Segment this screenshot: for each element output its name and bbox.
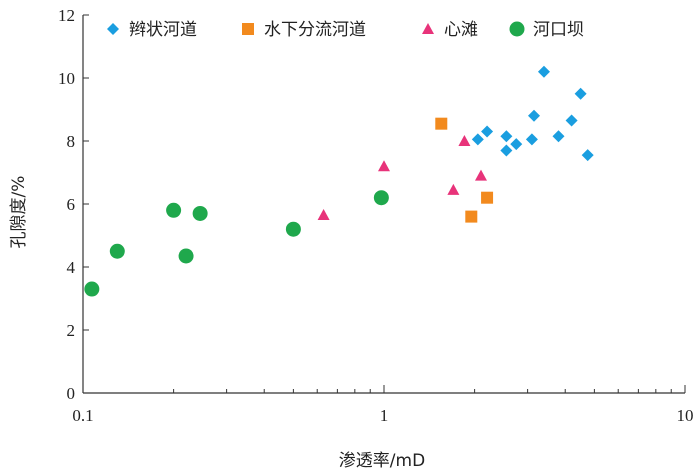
y-tick-label: 2 [67, 321, 76, 340]
x-tick-label: 10 [677, 406, 694, 425]
data-point-circle [373, 190, 389, 206]
data-point-triangle [447, 183, 460, 195]
data-point-diamond [574, 87, 587, 100]
data-point-triangle [378, 160, 390, 172]
data-points [84, 65, 594, 297]
legend-circle-marker [509, 21, 525, 37]
legend-label: 心滩 [444, 20, 478, 40]
data-point-diamond [500, 130, 513, 143]
data-point-diamond [581, 149, 594, 162]
data-point-diamond [481, 125, 494, 138]
y-tick-label: 12 [58, 6, 75, 25]
x-tick-label: 1 [380, 406, 389, 425]
data-point-diamond [525, 133, 538, 146]
data-point-diamond [527, 109, 540, 122]
data-point-triangle [458, 135, 471, 146]
data-point-circle [178, 248, 194, 264]
data-point-circle [192, 205, 208, 221]
data-point-diamond [500, 144, 513, 157]
legend-diamond-marker [107, 23, 119, 35]
data-point-triangle [317, 209, 330, 221]
y-tick-label: 10 [58, 69, 75, 88]
y-tick-label: 6 [67, 195, 76, 214]
data-point-square [465, 210, 478, 223]
data-point-diamond [552, 130, 565, 143]
legend-label: 水下分流河道 [264, 20, 366, 40]
data-point-square [435, 117, 448, 130]
x-tick-label: 0.1 [72, 406, 93, 425]
legend-label: 河口坝 [533, 20, 584, 40]
data-point-circle [84, 281, 100, 297]
data-point-diamond [510, 138, 523, 151]
legend-label: 辫状河道 [129, 20, 197, 40]
data-point-diamond [471, 133, 484, 146]
legend-square-marker [242, 23, 254, 35]
data-point-circle [109, 243, 125, 259]
y-axis-label: 孔隙度/% [9, 176, 29, 249]
data-point-circle [285, 221, 301, 237]
legend: 辫状河道 水下分流河道 心滩 河口坝 [107, 20, 584, 40]
data-point-diamond [537, 65, 550, 78]
data-point-square [481, 191, 494, 204]
axes: 0 2 4 6 8 10 12 0.1 1 10 [58, 6, 694, 425]
y-tick-label: 0 [67, 384, 76, 403]
x-axis-label: 渗透率/mD [339, 451, 425, 471]
data-point-triangle [474, 169, 487, 181]
data-point-circle [166, 202, 182, 218]
legend-triangle-marker [422, 23, 434, 34]
y-tick-label: 8 [67, 132, 76, 151]
data-point-diamond [565, 114, 578, 127]
y-tick-label: 4 [67, 258, 76, 277]
